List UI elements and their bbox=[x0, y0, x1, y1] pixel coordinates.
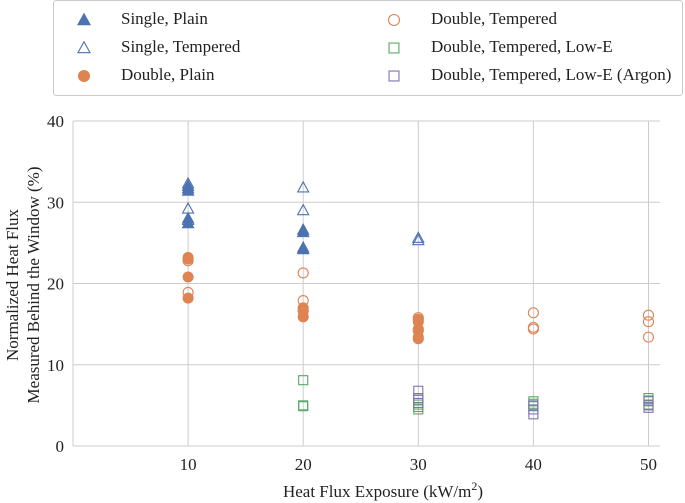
data-point bbox=[298, 375, 309, 386]
data-point bbox=[182, 286, 194, 298]
data-point bbox=[413, 397, 424, 408]
legend-label: Double, Tempered bbox=[431, 9, 557, 28]
data-point bbox=[182, 255, 194, 267]
data-point bbox=[181, 216, 195, 229]
x-tick-label: 50 bbox=[640, 455, 657, 474]
legend-marker bbox=[388, 70, 400, 82]
legend-marker-icon bbox=[77, 40, 91, 54]
data-point bbox=[296, 225, 310, 238]
legend-marker bbox=[77, 40, 91, 54]
data-point bbox=[413, 404, 424, 415]
data-point bbox=[297, 304, 309, 316]
data-point bbox=[642, 309, 655, 321]
data-point bbox=[181, 176, 195, 189]
data-point bbox=[642, 331, 655, 343]
y-axis-title-line1: Normalized Heat Flux bbox=[3, 208, 22, 361]
data-point bbox=[298, 401, 309, 412]
legend: Single, Plain Single, Tempered Double, Pla… bbox=[53, 0, 683, 96]
data-point bbox=[412, 333, 424, 345]
x-axis-ticks: 10 20 30 40 50 bbox=[180, 455, 657, 474]
data-point bbox=[296, 203, 310, 216]
data-point bbox=[413, 385, 424, 396]
data-point bbox=[296, 180, 310, 193]
legend-label: Double, Tempered, Low-E (Argon) bbox=[431, 65, 672, 84]
legend-label: Single, Tempered bbox=[121, 37, 241, 56]
data-point bbox=[182, 271, 194, 283]
data-point bbox=[296, 242, 310, 255]
y-axis-ticks: 0 10 20 30 40 bbox=[47, 112, 64, 456]
x-tick-label: 20 bbox=[295, 455, 312, 474]
data-point bbox=[527, 323, 539, 335]
data-point bbox=[412, 312, 424, 324]
legend-label: Double, Plain bbox=[121, 65, 215, 84]
y-tick-label: 10 bbox=[47, 356, 64, 375]
data-point bbox=[182, 292, 194, 304]
legend-marker-icon bbox=[387, 13, 401, 27]
x-tick-label: 10 bbox=[180, 455, 197, 474]
data-point bbox=[528, 409, 539, 420]
x-axis-title: Heat Flux Exposure (kW/m2) bbox=[283, 479, 483, 501]
legend-marker bbox=[77, 69, 91, 83]
data-point bbox=[642, 316, 655, 328]
data-point bbox=[181, 213, 195, 225]
grid bbox=[72, 120, 660, 447]
y-tick-label: 0 bbox=[56, 437, 65, 456]
legend-marker-icon bbox=[77, 12, 91, 26]
legend-marker-icon bbox=[388, 42, 400, 54]
data-point bbox=[643, 402, 654, 413]
data-points bbox=[181, 176, 655, 420]
y-tick-label: 40 bbox=[47, 112, 64, 131]
legend-marker bbox=[388, 42, 400, 54]
data-point bbox=[527, 307, 539, 319]
x-tick-label: 30 bbox=[410, 455, 427, 474]
legend-marker-icon bbox=[77, 69, 91, 83]
x-tick-label: 40 bbox=[525, 455, 542, 474]
data-point bbox=[181, 201, 195, 214]
legend-label: Double, Tempered, Low-E bbox=[431, 37, 613, 56]
data-point bbox=[411, 233, 425, 246]
legend-label: Single, Plain bbox=[121, 9, 208, 28]
y-tick-label: 20 bbox=[47, 275, 64, 294]
y-axis-title-line2: Measured Behind the Window (%) bbox=[24, 167, 43, 404]
legend-marker bbox=[387, 13, 401, 27]
legend-marker-icon bbox=[388, 70, 400, 82]
data-point bbox=[297, 267, 309, 279]
data-point bbox=[181, 184, 195, 196]
y-tick-label: 30 bbox=[47, 193, 64, 212]
data-point bbox=[411, 231, 425, 243]
legend-marker bbox=[77, 12, 91, 26]
